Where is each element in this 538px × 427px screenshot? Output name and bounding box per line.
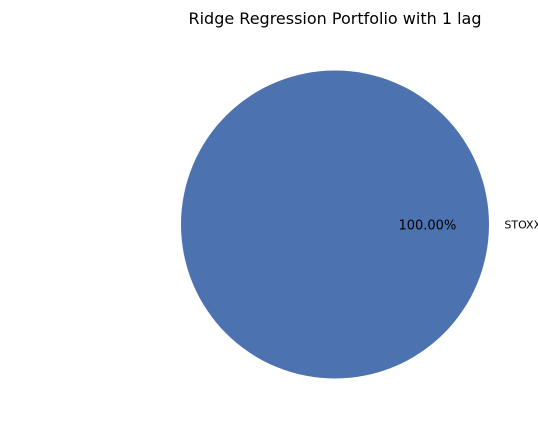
chart-title: Ridge Regression Portfolio with 1 lag [188,9,481,28]
slice-percent-label-0: 100.00% [398,219,456,234]
pie-slice-0 [181,70,489,379]
pie-slices [181,70,489,379]
pie-labels: STOXX Europe Health Care 100.00% [398,219,538,234]
slice-label-0: STOXX Europe Health Care [504,219,538,232]
